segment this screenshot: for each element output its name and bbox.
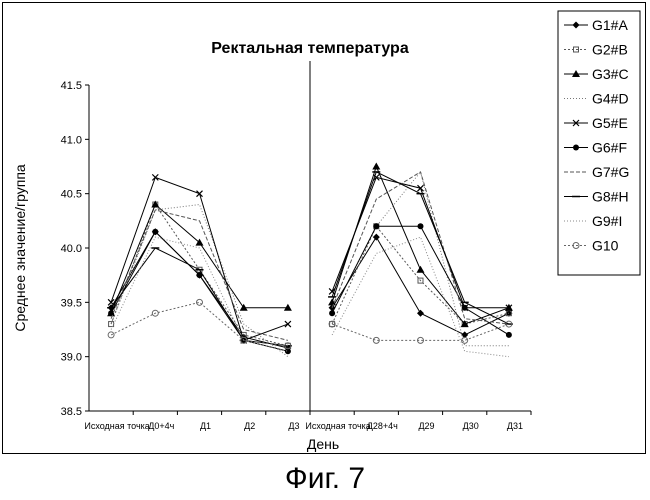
y-tick-label: 39.5	[61, 297, 82, 309]
series-point	[239, 303, 248, 311]
y-axis-label: Среднее значение/группа	[12, 164, 28, 332]
series-line	[331, 236, 509, 358]
series-point	[196, 190, 203, 198]
series-point	[373, 223, 380, 230]
legend-label: G5#E	[592, 115, 628, 131]
x-tick-label: Исходная точка	[305, 421, 370, 431]
series-line	[331, 171, 509, 325]
series-point	[417, 277, 424, 284]
series-point	[108, 321, 115, 328]
series-point	[283, 303, 292, 311]
x-tick-label: Д0+4ч	[148, 421, 174, 431]
legend-marker	[572, 21, 580, 29]
y-tick-label: 40.0	[61, 243, 82, 255]
series-line	[110, 176, 289, 342]
series-point	[240, 336, 248, 344]
series-point	[108, 310, 115, 317]
x-tick-label: Д1	[200, 421, 211, 431]
legend-label: G6#F	[592, 140, 627, 156]
x-tick-label: Д2	[244, 421, 255, 431]
series-g9-i	[110, 236, 509, 358]
series-point	[372, 162, 381, 170]
y-tick-label: 38.5	[61, 406, 82, 418]
series-point	[417, 336, 424, 344]
series-point	[195, 238, 204, 246]
x-tick-label: Д30	[463, 421, 479, 431]
legend-marker	[572, 242, 580, 249]
series-point	[505, 304, 513, 312]
series-point	[461, 336, 469, 344]
legend-marker	[572, 119, 580, 127]
series-g7-g	[110, 171, 509, 341]
series-point	[284, 342, 292, 350]
legend-label: G10	[592, 238, 619, 254]
legend-label: G2#B	[592, 42, 628, 58]
series-point	[417, 184, 424, 192]
series-point	[284, 348, 291, 355]
series-line	[110, 236, 289, 352]
series-point	[505, 309, 513, 317]
series-point	[505, 331, 512, 338]
series-line	[110, 301, 288, 347]
series-point	[196, 298, 203, 306]
x-axis-label: День	[307, 436, 339, 452]
legend-box	[557, 10, 641, 276]
series-point	[151, 309, 159, 317]
series-point	[460, 320, 469, 328]
series-line	[331, 176, 509, 309]
series-line	[331, 236, 510, 336]
legend-label: G3#C	[592, 66, 629, 82]
chart-title: Ректальная температура	[211, 40, 409, 57]
series-point	[328, 298, 337, 306]
series-line	[331, 171, 510, 325]
series-point	[505, 320, 513, 328]
legend-label: G1#A	[592, 17, 628, 33]
legend-label: G8#H	[592, 189, 629, 205]
series-point	[372, 336, 380, 344]
legend-marker	[572, 70, 580, 77]
series-point	[152, 228, 159, 235]
series-point	[151, 173, 159, 181]
series-line	[110, 203, 289, 347]
chart-svg: Ректальная температура 38.5 39.0 39.5 40.0 40…	[12, 10, 641, 452]
series-point	[196, 272, 203, 279]
chart-frame: Ректальная температура 38.5 39.0 39.5 40.0 40…	[2, 2, 646, 454]
series-point	[416, 265, 425, 273]
legend-marker	[573, 144, 579, 151]
series-point	[328, 320, 336, 328]
x-tick-label: Д29	[418, 421, 434, 431]
series-point	[328, 288, 336, 295]
y-tick-label: 41.0	[61, 134, 82, 146]
series-point	[151, 200, 160, 208]
series-point	[461, 304, 468, 311]
series-point	[461, 331, 469, 339]
series-point	[107, 331, 115, 339]
series-line	[110, 230, 289, 352]
series-line	[331, 225, 510, 325]
series-point	[284, 320, 292, 328]
series-line	[110, 209, 289, 341]
series-point	[417, 309, 424, 317]
x-tick-label: Д28+4ч	[367, 421, 398, 431]
legend-label: G7#G	[592, 164, 629, 180]
x-tick-label: Д3	[288, 421, 299, 431]
series-point	[329, 310, 336, 317]
x-tick-label: Д31	[507, 421, 523, 431]
series-point	[417, 223, 424, 230]
series-line	[331, 165, 510, 325]
series-g5-e	[107, 173, 513, 344]
legend-label: G9#I	[592, 213, 622, 229]
y-tick-label: 39.0	[61, 352, 82, 364]
x-tick-label: Исходная точка	[84, 421, 149, 431]
figure-caption: Фиг. 7	[284, 462, 366, 495]
legend-label: G4#D	[592, 91, 629, 107]
series-g10	[107, 298, 513, 350]
series-point	[372, 233, 380, 241]
y-tick-label: 41.5	[61, 80, 82, 92]
series-point	[372, 173, 380, 181]
y-tick-label: 40.5	[61, 189, 82, 201]
legend-marker	[573, 46, 579, 53]
